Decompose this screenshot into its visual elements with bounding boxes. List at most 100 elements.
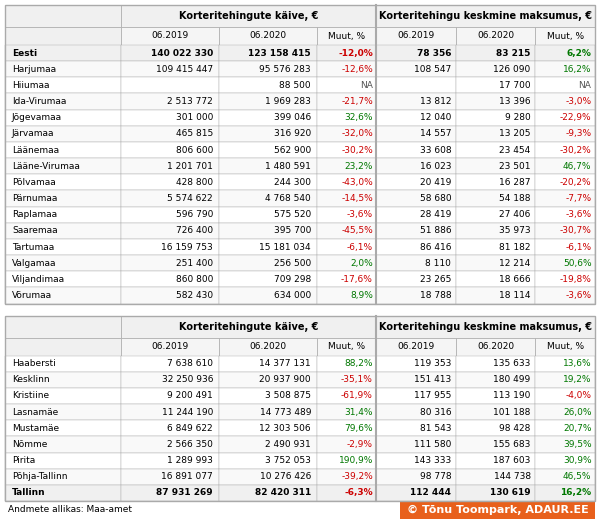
Text: 1 480 591: 1 480 591 xyxy=(265,161,311,171)
Text: 31,4%: 31,4% xyxy=(344,408,373,417)
Bar xyxy=(535,255,595,271)
Bar xyxy=(456,356,535,372)
Text: 20 419: 20 419 xyxy=(420,178,451,187)
Text: 18 114: 18 114 xyxy=(499,291,530,300)
Bar xyxy=(317,485,376,501)
Text: 726 400: 726 400 xyxy=(176,226,213,235)
Text: -9,3%: -9,3% xyxy=(565,129,592,138)
Text: 8 110: 8 110 xyxy=(425,259,451,268)
Text: 14 773 489: 14 773 489 xyxy=(260,408,311,417)
Bar xyxy=(121,356,219,372)
Bar xyxy=(535,404,595,420)
Bar xyxy=(121,485,219,501)
Text: 13 396: 13 396 xyxy=(499,97,530,106)
Bar xyxy=(535,239,595,255)
Bar xyxy=(376,45,456,61)
Bar xyxy=(121,388,219,404)
Text: 23 454: 23 454 xyxy=(499,146,530,155)
Bar xyxy=(376,77,456,94)
Text: 117 955: 117 955 xyxy=(414,391,451,400)
Text: Läänemaa: Läänemaa xyxy=(12,146,59,155)
Bar xyxy=(400,501,595,519)
Text: 3 752 053: 3 752 053 xyxy=(265,456,311,465)
Text: 6,2%: 6,2% xyxy=(566,48,592,57)
Bar xyxy=(376,190,456,207)
Bar xyxy=(456,485,535,501)
Bar xyxy=(121,126,219,142)
Bar xyxy=(5,372,121,388)
Text: 562 900: 562 900 xyxy=(274,146,311,155)
Text: -61,9%: -61,9% xyxy=(341,391,373,400)
Text: 10 276 426: 10 276 426 xyxy=(260,472,311,481)
Bar xyxy=(219,109,317,126)
Bar xyxy=(535,437,595,452)
Text: 83 215: 83 215 xyxy=(496,48,530,57)
Text: 81 182: 81 182 xyxy=(499,242,530,251)
Text: Järvamaa: Järvamaa xyxy=(12,129,55,138)
Text: 301 000: 301 000 xyxy=(176,113,213,122)
Text: -30,7%: -30,7% xyxy=(560,226,592,235)
Text: 806 600: 806 600 xyxy=(176,146,213,155)
Bar xyxy=(121,437,219,452)
Bar xyxy=(535,77,595,94)
Bar xyxy=(317,94,376,109)
Text: -6,1%: -6,1% xyxy=(347,242,373,251)
Bar xyxy=(5,61,121,77)
Bar xyxy=(317,61,376,77)
Text: Ida-Virumaa: Ida-Virumaa xyxy=(12,97,67,106)
Bar xyxy=(219,287,317,304)
Text: 28 419: 28 419 xyxy=(420,210,451,219)
Bar xyxy=(121,452,219,469)
Text: 1 969 283: 1 969 283 xyxy=(265,97,311,106)
Bar xyxy=(121,109,219,126)
Text: 113 190: 113 190 xyxy=(493,391,530,400)
Text: 2 490 931: 2 490 931 xyxy=(265,440,311,449)
Text: 06.2019: 06.2019 xyxy=(151,342,188,351)
Bar xyxy=(5,126,121,142)
Text: Korteritehingute käive, €: Korteritehingute käive, € xyxy=(179,321,319,331)
Bar xyxy=(535,271,595,287)
Bar xyxy=(317,287,376,304)
Text: 81 543: 81 543 xyxy=(419,424,451,433)
Bar xyxy=(317,126,376,142)
Bar xyxy=(456,372,535,388)
Text: 87 931 269: 87 931 269 xyxy=(157,489,213,498)
Bar xyxy=(535,94,595,109)
Bar xyxy=(5,5,121,27)
Bar xyxy=(317,207,376,222)
Bar xyxy=(5,388,121,404)
Text: 18 666: 18 666 xyxy=(499,275,530,284)
Text: 12 214: 12 214 xyxy=(499,259,530,268)
Text: 18 788: 18 788 xyxy=(419,291,451,300)
Bar xyxy=(376,437,456,452)
Text: 155 683: 155 683 xyxy=(493,440,530,449)
Bar xyxy=(456,77,535,94)
Bar xyxy=(376,356,456,372)
Bar xyxy=(219,255,317,271)
Text: 54 188: 54 188 xyxy=(499,194,530,203)
Bar xyxy=(535,287,595,304)
Bar xyxy=(5,485,121,501)
Text: Saaremaa: Saaremaa xyxy=(12,226,58,235)
Bar xyxy=(121,469,219,485)
Text: 256 500: 256 500 xyxy=(274,259,311,268)
Bar xyxy=(121,174,219,190)
Text: Korteritehingute käive, €: Korteritehingute käive, € xyxy=(179,11,319,21)
Bar xyxy=(121,94,219,109)
Text: Muut, %: Muut, % xyxy=(328,32,365,41)
Text: 187 603: 187 603 xyxy=(493,456,530,465)
Bar xyxy=(376,485,456,501)
Text: 180 499: 180 499 xyxy=(493,375,530,385)
Bar xyxy=(5,469,121,485)
Bar xyxy=(121,316,376,338)
Bar xyxy=(535,485,595,501)
Bar xyxy=(121,255,219,271)
Bar xyxy=(456,94,535,109)
Bar xyxy=(456,437,535,452)
Text: 30,9%: 30,9% xyxy=(563,456,592,465)
Bar xyxy=(121,372,219,388)
Bar xyxy=(376,372,456,388)
Bar xyxy=(5,45,121,61)
Text: NA: NA xyxy=(578,81,592,90)
Bar xyxy=(317,45,376,61)
